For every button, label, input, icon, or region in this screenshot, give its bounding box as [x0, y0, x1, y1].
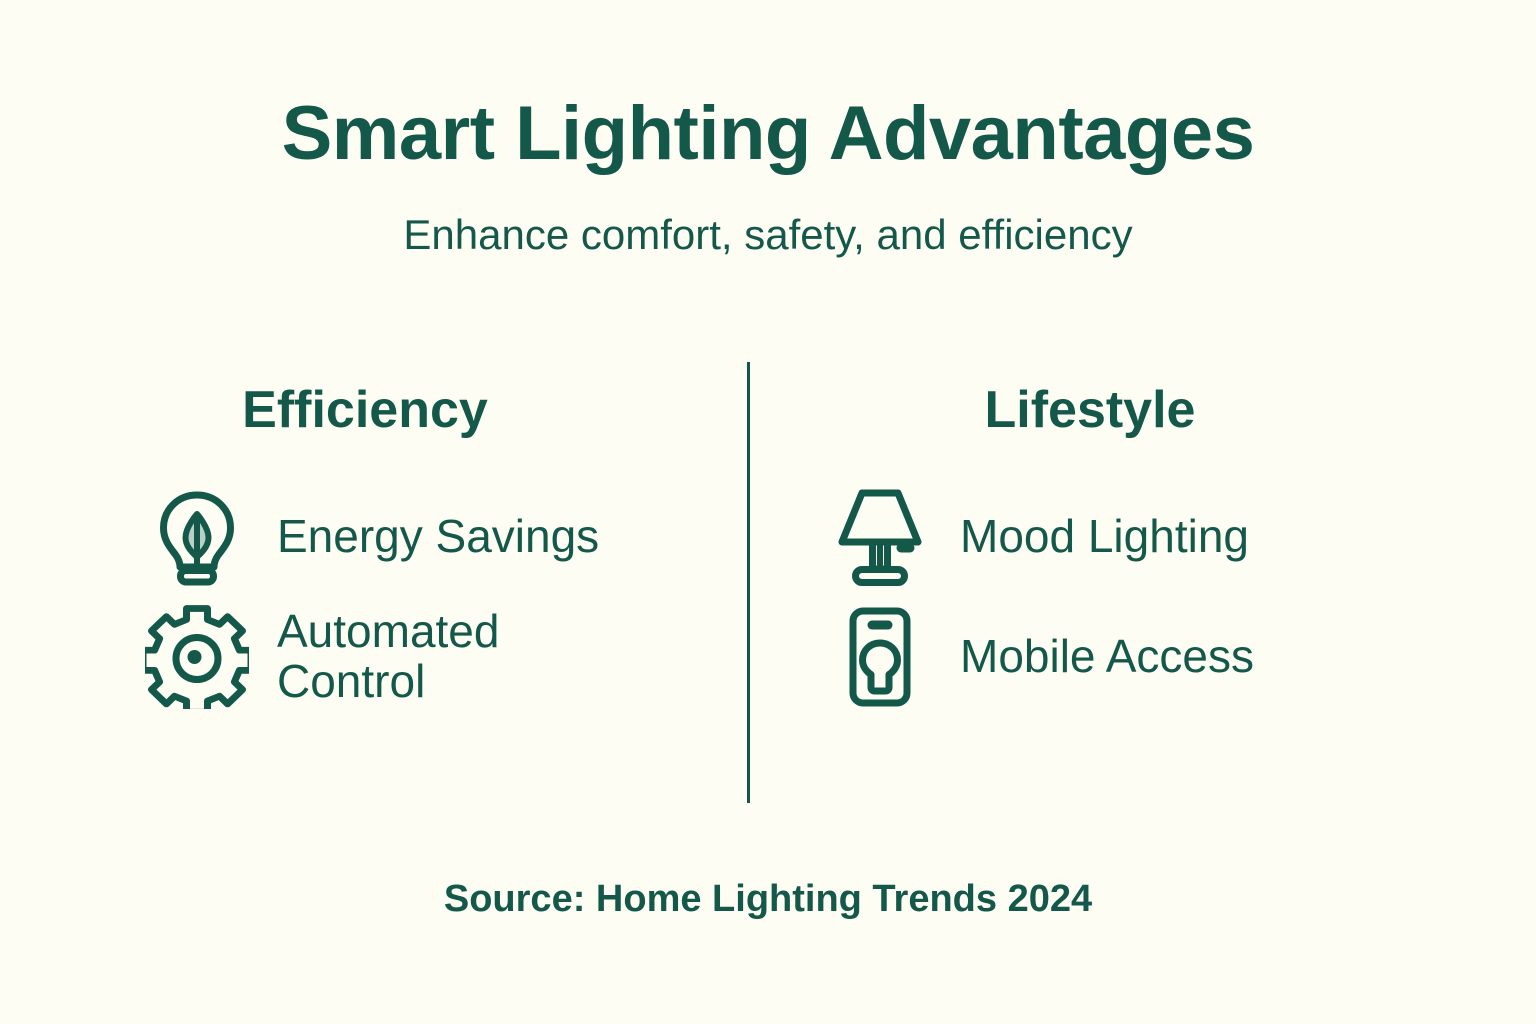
mobile-phone-icon: [828, 605, 932, 709]
source-note: Source: Home Lighting Trends 2024: [443, 878, 1093, 920]
column-efficiency: Efficiency: [30, 362, 730, 709]
list-item-label: Mobile Access: [960, 630, 1255, 683]
column-items-efficiency: Energy Savings Automated Control: [30, 477, 845, 717]
header: Smart Lighting Advantages Enhance comfor…: [0, 96, 1536, 256]
list-item[interactable]: Mood Lighting: [828, 477, 1528, 597]
page-title: Smart Lighting Advantages: [281, 91, 1255, 176]
list-item[interactable]: Energy Savings: [145, 477, 845, 597]
list-item[interactable]: Mobile Access: [828, 597, 1528, 717]
column-heading-efficiency: Efficiency: [242, 381, 488, 439]
list-item[interactable]: Automated Control: [145, 597, 845, 717]
column-lifestyle: Lifestyle: [790, 362, 1490, 707]
gear-icon: [145, 605, 249, 709]
list-item-label: Automated Control: [277, 605, 500, 707]
list-item-label: Energy Savings: [277, 510, 600, 563]
list-item-label: Mood Lighting: [960, 510, 1249, 563]
lightbulb-icon: [145, 485, 249, 589]
column-heading-lifestyle: Lifestyle: [984, 381, 1196, 439]
page-subtitle: Enhance comfort, safety, and efficiency: [403, 211, 1133, 258]
column-divider: [747, 362, 750, 803]
columns-region: Efficiency: [0, 362, 1536, 804]
column-items-lifestyle: Mood Lighting Mobile Access: [790, 477, 1528, 717]
table-lamp-icon: [828, 485, 932, 589]
